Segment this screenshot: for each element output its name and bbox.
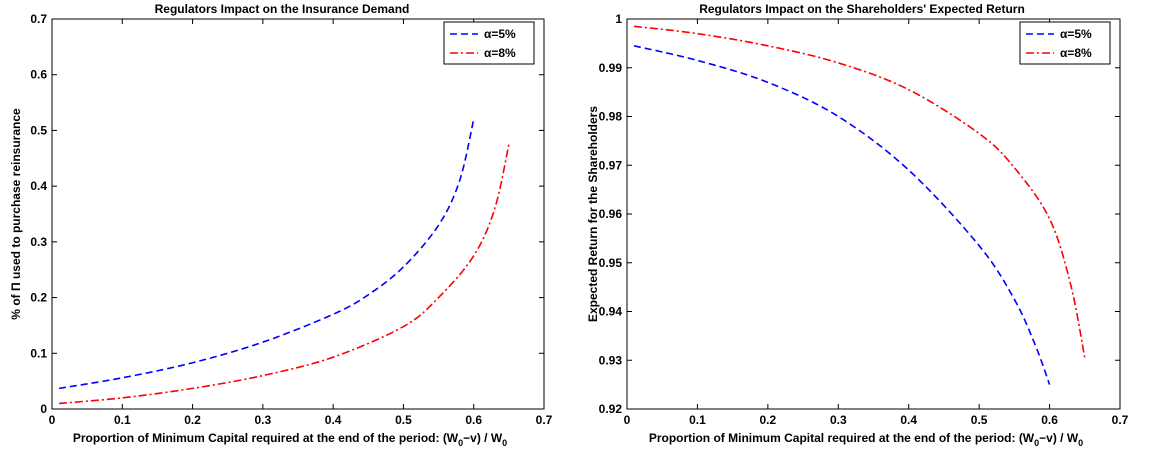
x-tick-label: 0.2	[760, 413, 777, 427]
x-tick-label: 0.5	[971, 413, 988, 427]
legend-box	[1019, 21, 1111, 65]
y-tick-label: 0.2	[30, 291, 47, 305]
x-tick-label: 0.2	[184, 413, 201, 427]
series-line-2	[58, 144, 510, 405]
x-tick-label: 0.6	[1041, 413, 1058, 427]
series-line-1	[58, 119, 475, 390]
y-tick-label: 1	[615, 12, 622, 26]
y-tick-label: 0.1	[30, 346, 47, 360]
y-axis-label: Expected Return for the Shareholders	[586, 106, 600, 322]
x-axis-label: Proportion of Minimum Capital required a…	[649, 431, 1083, 448]
y-tick-label: 0.92	[599, 402, 623, 416]
y-tick-label: 0.7	[30, 12, 47, 26]
legend-box	[443, 21, 535, 65]
y-tick-label: 0.99	[599, 61, 623, 75]
chart-title: Regulators Impact on the Shareholders' E…	[699, 2, 1025, 16]
y-tick-label: 0.98	[599, 110, 623, 124]
legend-label-2: α=8%	[484, 46, 516, 60]
series-line-1	[633, 45, 1051, 385]
x-tick-label: 0	[49, 413, 56, 427]
legend-label-1: α=5%	[484, 27, 516, 41]
y-tick-label: 0.93	[599, 353, 623, 367]
x-tick-label: 0	[624, 413, 631, 427]
y-axis-label: % of Π used to purchase reinsurance	[9, 108, 23, 320]
y-tick-label: 0.95	[599, 256, 623, 270]
y-tick-label: 0.4	[30, 179, 47, 193]
y-tick-label: 0.5	[30, 123, 47, 137]
chart-panel-2: Regulators Impact on the Shareholders' E…	[586, 2, 1129, 448]
x-tick-label: 0.7	[1112, 413, 1129, 427]
y-tick-label: 0.97	[599, 158, 623, 172]
y-tick-label: 0.96	[599, 207, 623, 221]
chart-title: Regulators Impact on the Insurance Deman…	[155, 2, 410, 16]
x-tick-label: 0.5	[395, 413, 412, 427]
x-tick-label: 0.1	[114, 413, 131, 427]
x-tick-label: 0.4	[325, 413, 342, 427]
x-tick-label: 0.3	[255, 413, 272, 427]
x-tick-label: 0.1	[689, 413, 706, 427]
plot-area	[51, 18, 545, 410]
y-tick-label: 0.6	[30, 68, 47, 82]
y-tick-label: 0	[40, 402, 47, 416]
y-tick-label: 0.94	[599, 305, 623, 319]
series-line-2	[633, 25, 1086, 358]
x-tick-label: 0.7	[536, 413, 553, 427]
chart-panel-1: Regulators Impact on the Insurance Deman…	[9, 2, 553, 448]
legend-label-1: α=5%	[1060, 27, 1092, 41]
x-tick-label: 0.3	[830, 413, 847, 427]
plot-area	[626, 18, 1121, 410]
x-tick-label: 0.4	[900, 413, 917, 427]
x-tick-label: 0.6	[465, 413, 482, 427]
y-tick-label: 0.3	[30, 235, 47, 249]
x-axis-label: Proportion of Minimum Capital required a…	[73, 431, 507, 448]
legend-label-2: α=8%	[1060, 46, 1092, 60]
